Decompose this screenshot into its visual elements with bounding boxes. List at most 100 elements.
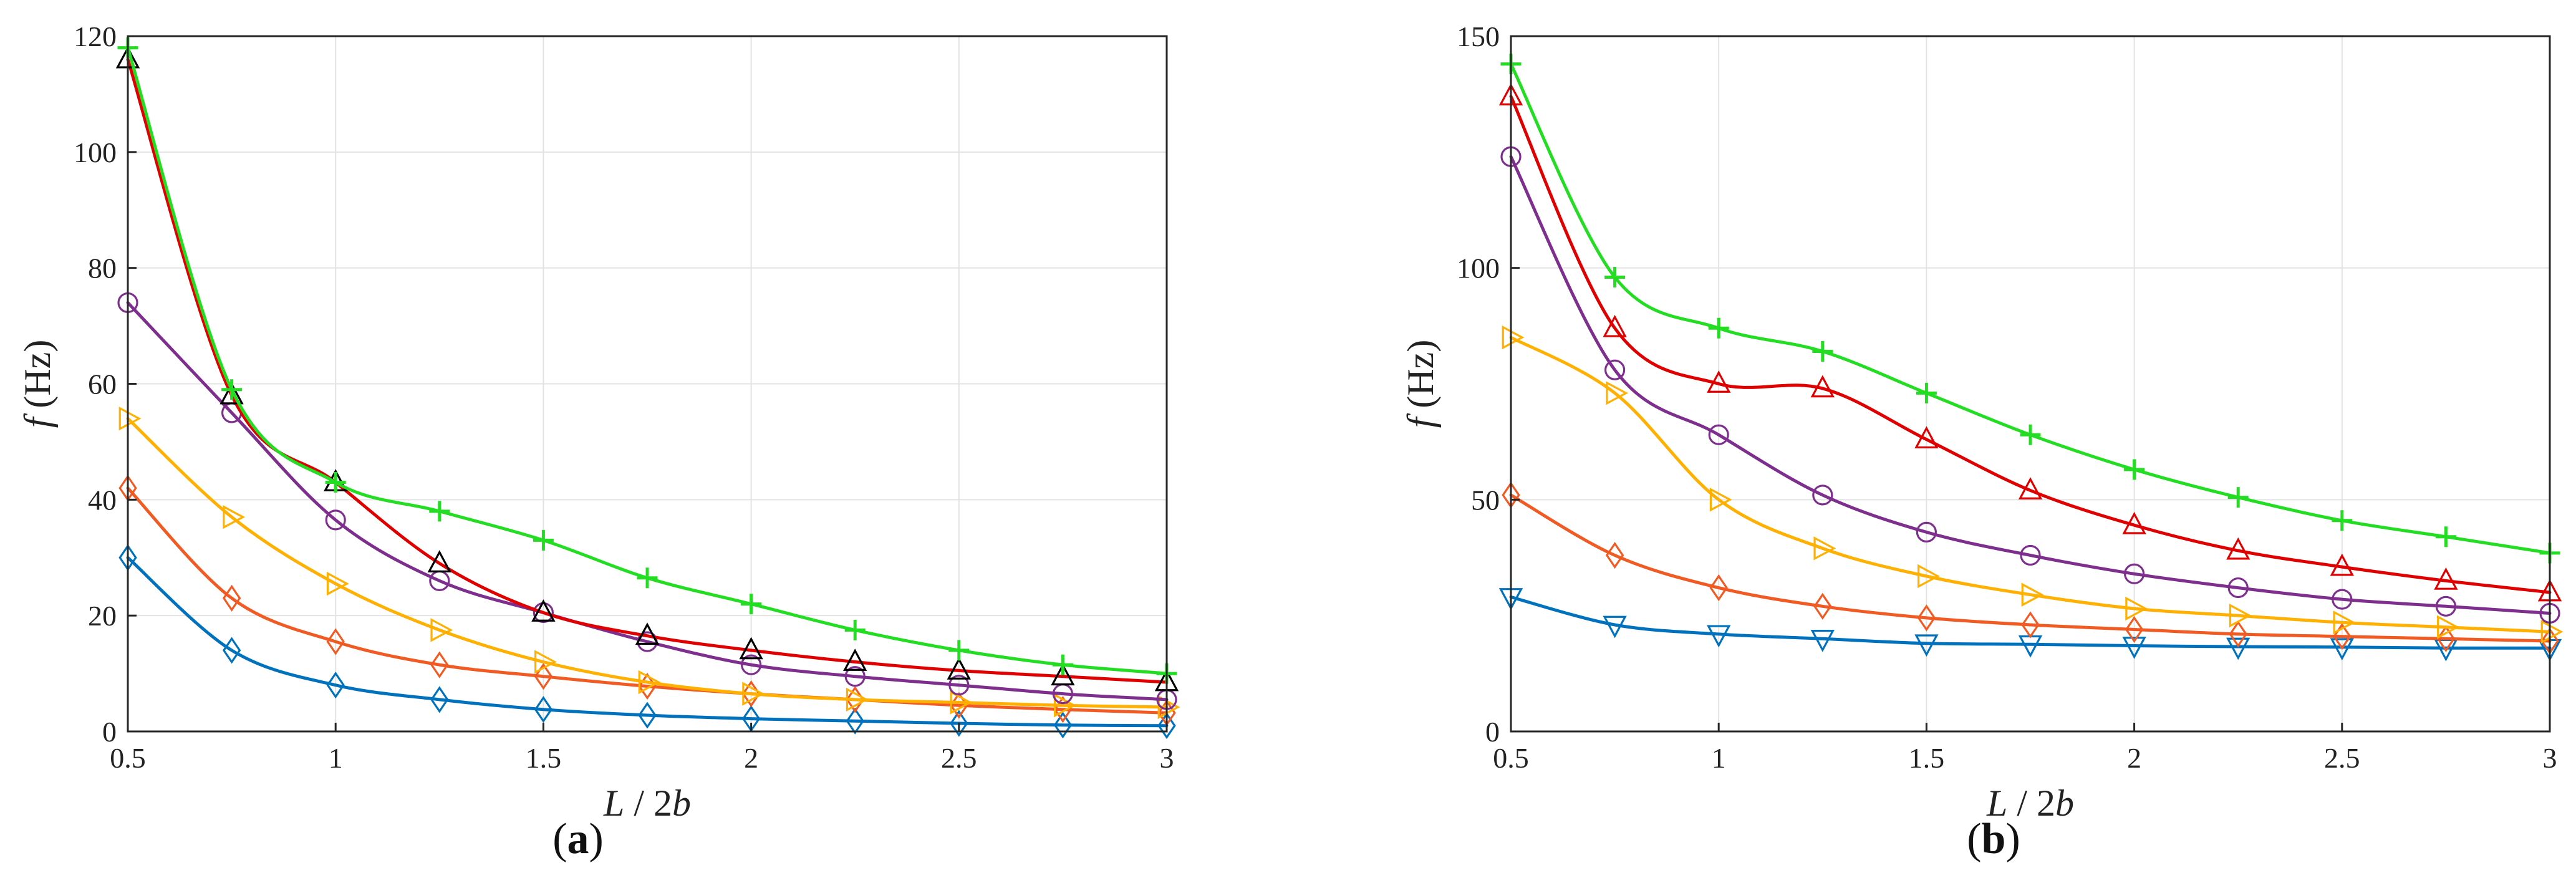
data-point-marker [1917,604,1936,632]
chart-panel-a: 0.5 1 1.5 2 2.5 3 0 20 40 60 80 100 120 L / 2b f (Hz… [17,21,1180,863]
series-line [126,301,1169,702]
data-point-marker [223,505,245,529]
data-point-marker [2124,563,2145,584]
series-4 [1500,146,2560,624]
data-point-marker [326,672,345,699]
data-point-marker [1813,592,1832,620]
data-point-marker [1604,359,1626,380]
series-line [1509,595,2552,650]
data-point-marker [430,618,453,642]
data-point-marker [950,710,968,737]
data-point-marker [846,707,864,735]
y-tick-label: 150 [1457,21,1500,52]
y-tick-label: 0 [102,716,117,748]
data-point-marker [739,637,763,660]
data-point-marker [2229,603,2252,628]
y-tick-label: 100 [74,137,117,168]
tick-labels: 0.5 1 1.5 2 2.5 3 0 20 40 60 80 100 120 [74,21,1174,774]
y-tick-label: 0 [1485,716,1500,748]
data-point-marker [427,550,451,572]
data-point-marker [635,622,660,645]
data-point-marker [222,584,241,612]
data-point-marker [534,663,553,690]
data-point-marker [1812,340,1833,362]
x-tick-label: 1.5 [1909,742,1945,774]
data-point-marker [534,650,557,674]
data-point-marker [221,379,243,400]
data-point-marker [950,690,973,715]
data-point-marker [1914,634,1939,657]
data-point-marker [1054,693,1076,718]
data-point-marker [948,640,970,661]
data-point-marker [1708,317,1729,339]
data-point-marker [1052,654,1073,675]
data-point-marker [2226,537,2250,560]
y-tick-label: 60 [88,369,117,400]
data-point-marker [326,628,345,655]
y-axis-label: f (Hz) [1400,340,1441,428]
data-point-marker [2020,424,2041,445]
data-point-marker [1603,314,1627,337]
series-6 [1500,54,2560,564]
gridlines [127,36,1167,732]
series-3 [118,407,1180,720]
data-point-marker [741,594,762,615]
data-point-marker [2435,596,2456,617]
data-point-marker [1157,695,1180,720]
x-axis-label: L / 2b [1986,783,2074,824]
x-tick-label: 2 [744,742,758,774]
series-4 [117,292,1177,710]
series-layer [1498,54,2564,662]
x-axis-label: L / 2b [603,783,691,824]
data-point-marker [2436,625,2456,652]
data-point-marker [844,619,866,640]
series-layer [115,37,1180,740]
series-line [126,486,1169,715]
data-point-marker [1502,325,1525,350]
series-line [1509,493,2552,643]
series-3 [1502,325,2564,644]
data-point-marker [1916,382,1937,403]
data-point-marker [2227,487,2249,508]
series-line [1509,155,2552,615]
data-point-marker [844,666,866,687]
data-point-marker [1051,663,1075,686]
data-point-marker [638,670,661,695]
x-tick-label: 3 [2543,742,2557,774]
data-point-marker [2125,615,2144,644]
data-point-marker [2333,610,2356,635]
series-2 [1502,481,2559,655]
data-point-marker [222,637,241,664]
chart-panel-b: 0.5 1 1.5 2 2.5 3 0 50 100 150 L / 2b f (Hz) (b) [1400,21,2564,863]
data-point-marker [947,657,971,680]
data-point-marker [2435,526,2456,547]
data-point-marker [948,675,970,696]
x-tick-label: 0.5 [110,742,146,774]
panel-caption-b: (b) [1967,815,2020,863]
x-tick-label: 2.5 [2324,742,2360,774]
series-2 [118,475,1176,726]
data-point-marker [2332,510,2353,531]
data-point-marker [2021,582,2044,607]
y-tick-label: 120 [74,21,117,52]
series-5 [1498,83,2562,602]
data-point-marker [1812,485,1833,506]
x-tick-label: 3 [1160,742,1174,774]
data-point-marker [1157,712,1176,740]
x-tick-label: 1 [329,742,343,774]
gridlines [1510,36,2550,732]
data-point-marker [325,509,346,531]
tick-labels: 0.5 1 1.5 2 2.5 3 0 50 100 150 [1457,21,2557,774]
series-line [126,57,1169,684]
series-line [126,556,1169,728]
y-tick-label: 80 [88,253,117,284]
y-tick-label: 40 [88,484,117,516]
data-point-marker [1709,574,1728,602]
data-point-marker [533,529,554,551]
data-point-marker [1914,426,1939,449]
data-point-marker [2330,553,2354,576]
series-line [126,417,1169,709]
data-point-marker [118,407,142,431]
data-point-marker [2540,620,2564,644]
